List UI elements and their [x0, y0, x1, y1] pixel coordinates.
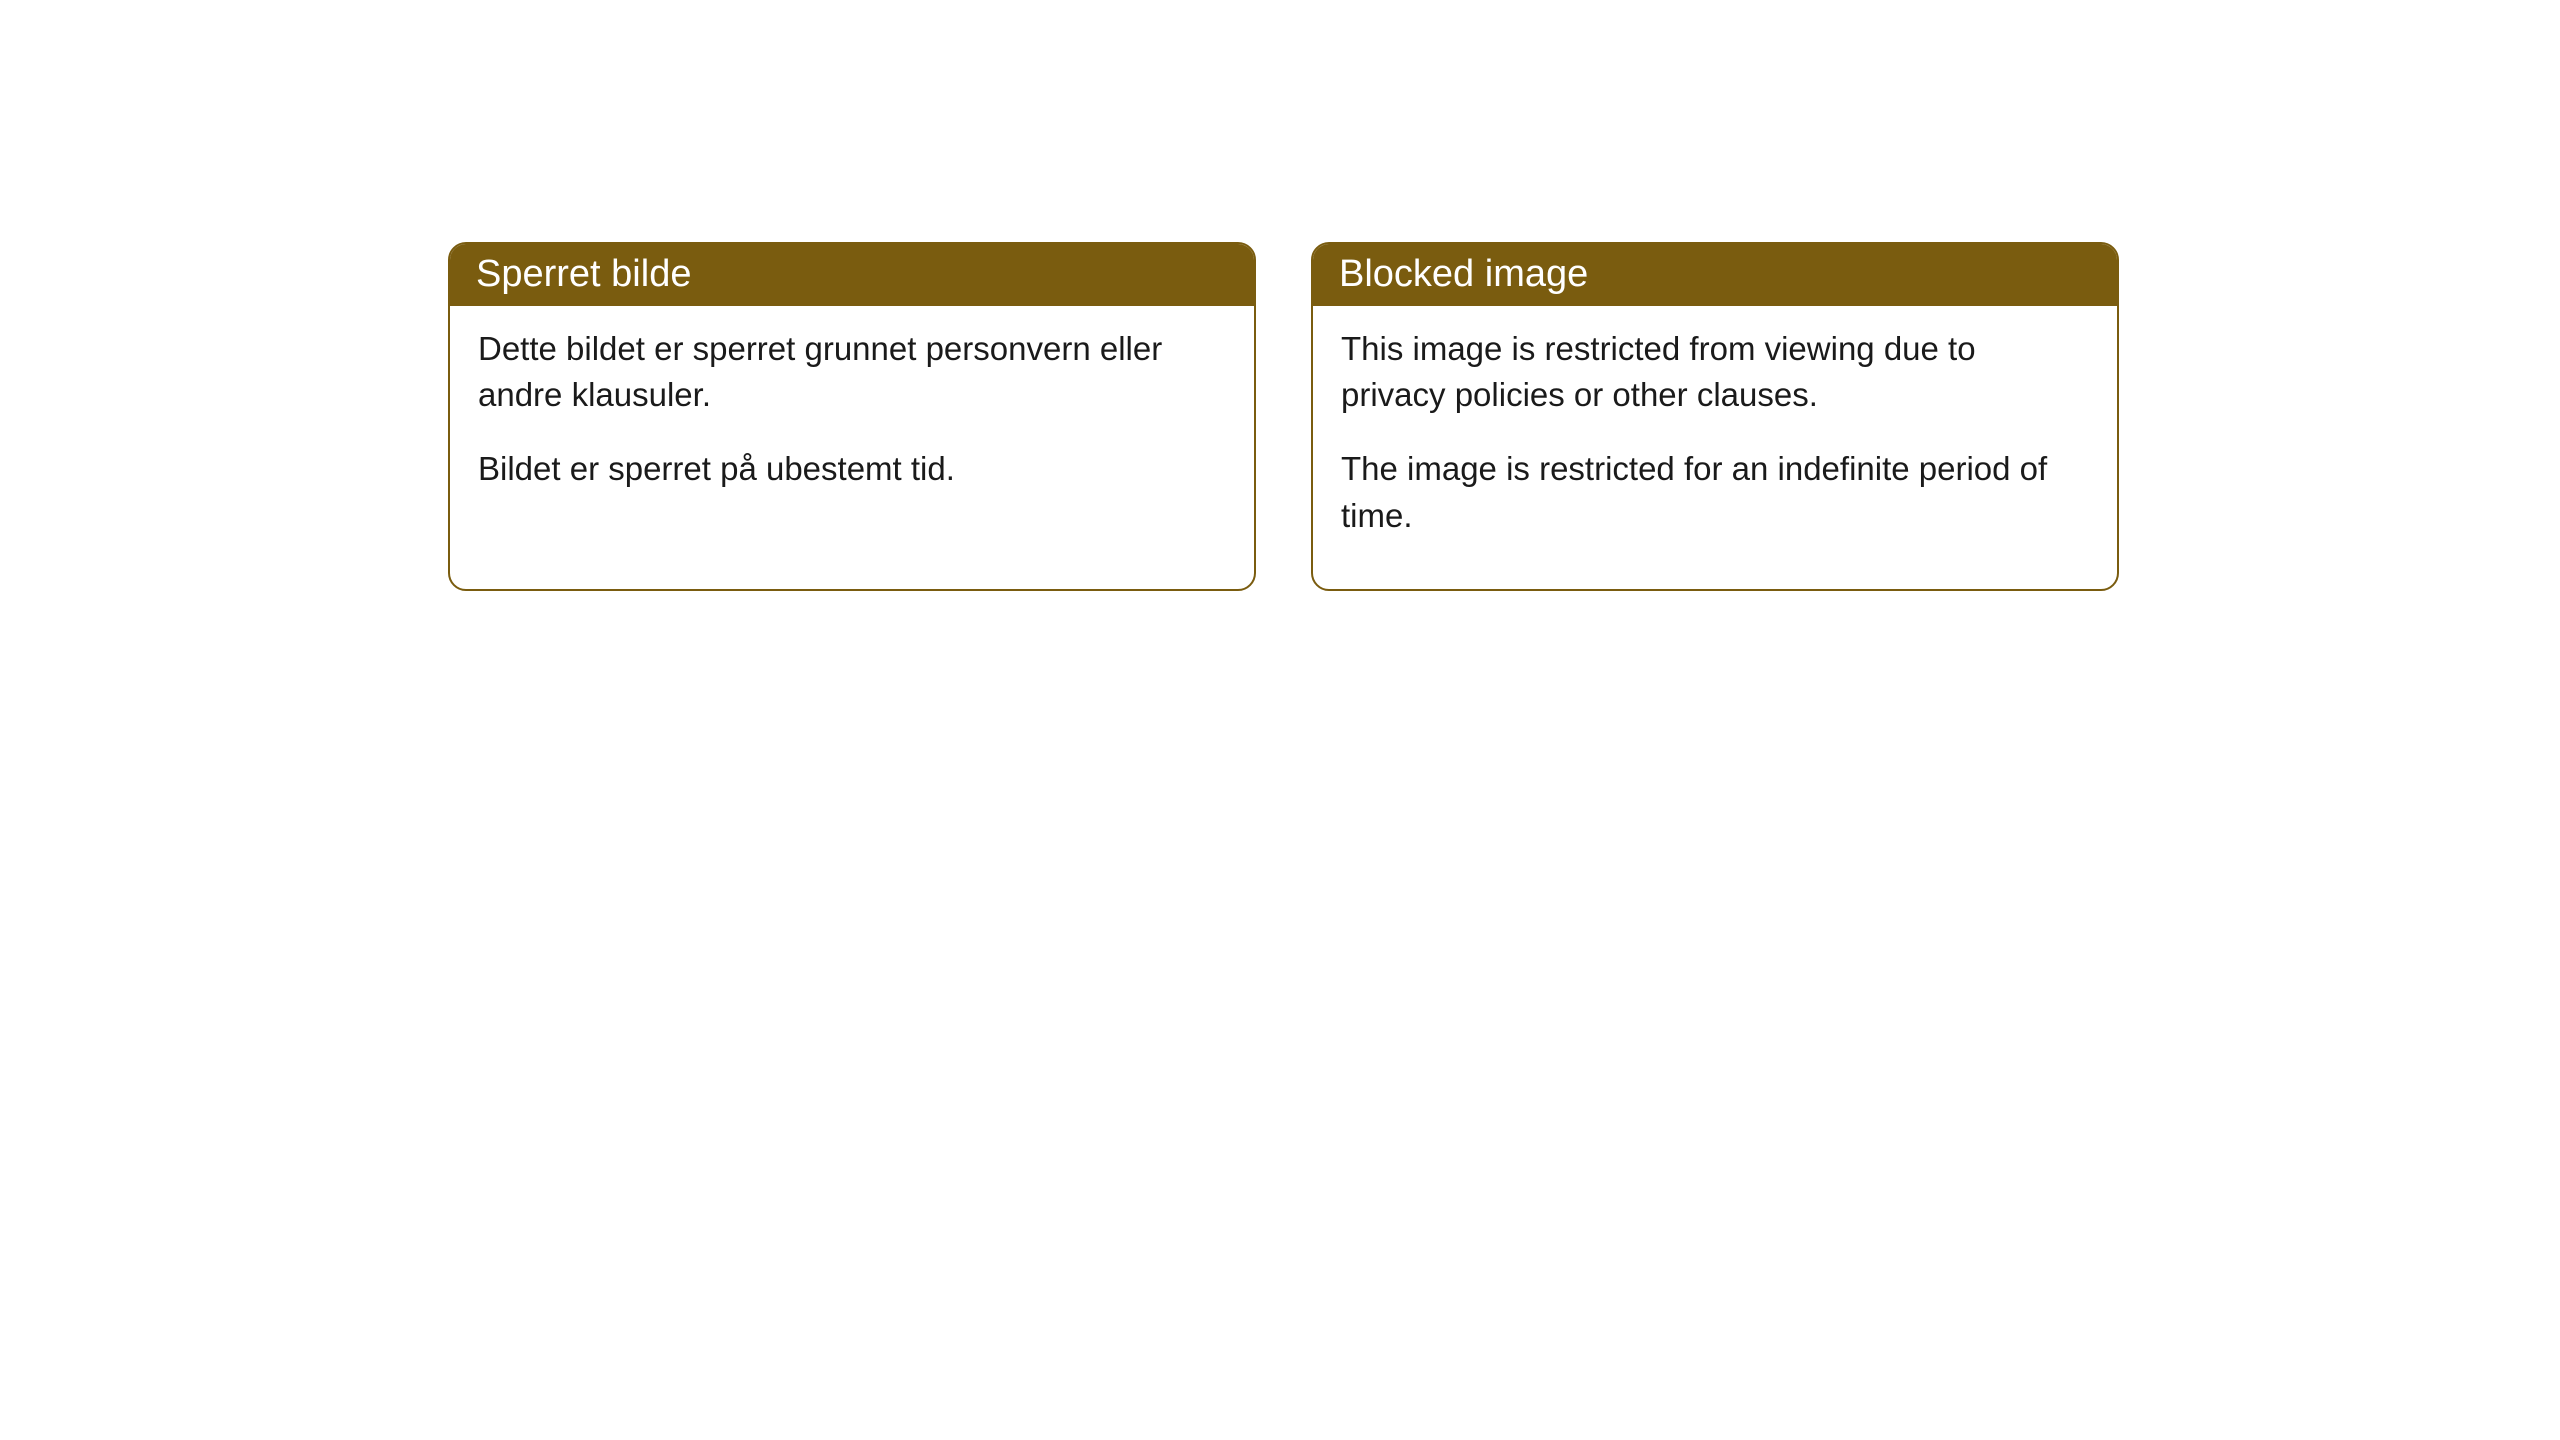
blocked-image-card-english: Blocked image This image is restricted f… [1311, 242, 2119, 591]
card-title-norwegian: Sperret bilde [476, 253, 691, 295]
card-title-english: Blocked image [1339, 253, 1588, 295]
card-text-norwegian-1: Dette bildet er sperret grunnet personve… [478, 326, 1226, 418]
notice-cards-container: Sperret bilde Dette bildet er sperret gr… [448, 242, 2560, 591]
card-text-english-2: The image is restricted for an indefinit… [1341, 446, 2089, 538]
card-header-english: Blocked image [1313, 244, 2117, 306]
card-body-english: This image is restricted from viewing du… [1313, 306, 2117, 589]
card-header-norwegian: Sperret bilde [450, 244, 1254, 306]
card-body-norwegian: Dette bildet er sperret grunnet personve… [450, 306, 1254, 543]
blocked-image-card-norwegian: Sperret bilde Dette bildet er sperret gr… [448, 242, 1256, 591]
card-text-norwegian-2: Bildet er sperret på ubestemt tid. [478, 446, 1226, 492]
card-text-english-1: This image is restricted from viewing du… [1341, 326, 2089, 418]
